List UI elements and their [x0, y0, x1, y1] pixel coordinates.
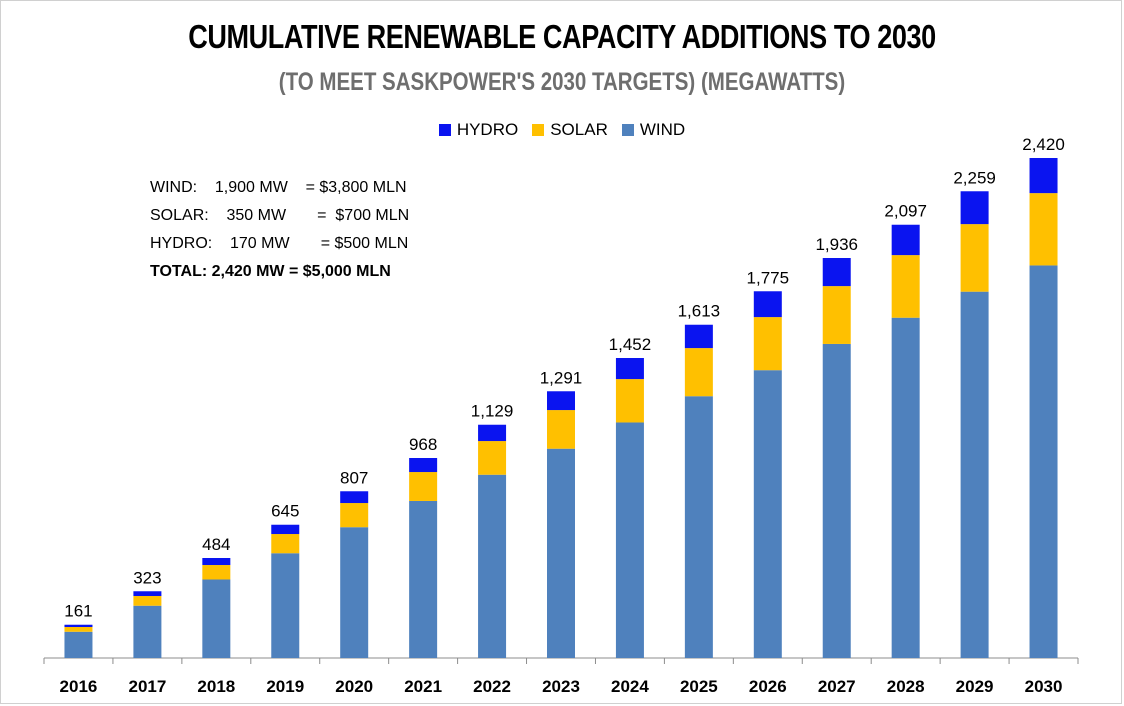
- bar-wind-2028: [891, 317, 920, 658]
- data-label-2024: 1,452: [609, 335, 652, 354]
- bar-solar-2018: [202, 565, 231, 580]
- bar-hydro-2028: [891, 224, 920, 256]
- legend-swatch-wind: [621, 124, 634, 136]
- data-label-2023: 1,291: [540, 368, 583, 387]
- data-label-2020: 807: [340, 468, 368, 487]
- x-tick-label-2026: 2026: [749, 677, 787, 696]
- note-solar: SOLAR: 350 MW = $700 MLN: [150, 207, 410, 224]
- legend-swatch-hydro: [438, 124, 451, 136]
- data-label-2027: 1,936: [815, 235, 858, 254]
- bar-wind-2023: [547, 448, 575, 658]
- bar-solar-2023: [547, 410, 575, 449]
- bar-solar-2021: [409, 472, 438, 501]
- data-label-2022: 1,129: [471, 402, 514, 421]
- bar-hydro-2030: [1029, 158, 1058, 194]
- bar-wind-2020: [340, 527, 369, 658]
- chart-legend: HYDRO SOLAR WIND: [0, 120, 1124, 140]
- data-label-2018: 484: [202, 535, 230, 554]
- bar-wind-2019: [271, 553, 300, 658]
- data-label-2029: 2,259: [953, 168, 996, 187]
- bar-hydro-2027: [822, 258, 851, 287]
- x-tick-label-2028: 2028: [887, 677, 925, 696]
- bar-hydro-2026: [753, 291, 782, 318]
- bar-solar-2030: [1029, 193, 1058, 266]
- bar-wind-2025: [684, 396, 713, 658]
- x-tick-label-2019: 2019: [266, 677, 304, 696]
- bar-solar-2029: [960, 224, 989, 292]
- x-tick-label-2016: 2016: [60, 677, 98, 696]
- legend-label-hydro: HYDRO: [456, 120, 519, 139]
- bar-hydro-2022: [478, 424, 507, 442]
- x-tick-label-2018: 2018: [197, 677, 235, 696]
- legend-label-solar: SOLAR: [550, 120, 608, 139]
- note-total: TOTAL: 2,420 MW = $5,000 MLN: [150, 263, 391, 280]
- bar-hydro-2018: [202, 558, 231, 566]
- cost-notes: WIND: 1,900 MW = $3,800 MLN SOLAR: 350 M…: [150, 174, 409, 286]
- legend-item-hydro: HYDRO: [438, 120, 519, 140]
- note-wind: WIND: 1,900 MW = $3,800 MLN: [150, 179, 407, 196]
- bar-wind-2024: [615, 422, 644, 658]
- bar-wind-2017: [133, 605, 162, 658]
- legend-label-wind: WIND: [639, 120, 686, 139]
- x-tick-label-2029: 2029: [956, 677, 994, 696]
- bar-hydro-2019: [271, 524, 300, 535]
- bar-solar-2025: [684, 348, 713, 397]
- bar-wind-2021: [409, 500, 438, 658]
- bar-hydro-2016: [64, 624, 93, 628]
- bar-solar-2026: [753, 317, 782, 371]
- data-label-2017: 323: [133, 568, 161, 587]
- bar-wind-2016: [64, 631, 93, 658]
- bar-solar-2016: [64, 627, 93, 632]
- bar-wind-2026: [753, 370, 782, 658]
- x-tick-label-2020: 2020: [335, 677, 373, 696]
- bar-wind-2022: [478, 474, 507, 658]
- data-label-2025: 1,613: [678, 302, 721, 321]
- bar-wind-2030: [1029, 265, 1058, 658]
- x-tick-label-2017: 2017: [128, 677, 166, 696]
- note-hydro: HYDRO: 170 MW = $500 MLN: [150, 235, 409, 252]
- x-tick-label-2030: 2030: [1025, 677, 1063, 696]
- bar-hydro-2020: [340, 491, 369, 504]
- x-tick-label-2023: 2023: [542, 677, 580, 696]
- bar-hydro-2023: [547, 391, 575, 411]
- x-tick-label-2024: 2024: [611, 677, 649, 696]
- bar-solar-2019: [271, 534, 300, 554]
- bar-solar-2017: [133, 596, 162, 606]
- bar-wind-2027: [822, 343, 851, 658]
- x-tick-label-2025: 2025: [680, 677, 718, 696]
- x-tick-label-2021: 2021: [404, 677, 442, 696]
- data-label-2021: 968: [409, 435, 437, 454]
- chart-subtitle: (TO MEET SASKPOWER'S 2030 TARGETS) (MEGA…: [278, 68, 846, 96]
- x-tick-label-2027: 2027: [818, 677, 856, 696]
- bar-hydro-2021: [409, 458, 438, 473]
- data-label-2019: 645: [271, 502, 299, 521]
- data-label-2030: 2,420: [1022, 135, 1065, 154]
- data-label-2028: 2,097: [884, 202, 927, 221]
- bar-solar-2028: [891, 255, 920, 318]
- data-label-2016: 161: [64, 602, 92, 621]
- data-label-2026: 1,775: [747, 268, 790, 287]
- bar-solar-2022: [478, 441, 507, 475]
- bar-wind-2018: [202, 579, 231, 658]
- bar-solar-2020: [340, 503, 369, 528]
- legend-swatch-solar: [532, 124, 545, 136]
- bar-hydro-2025: [684, 324, 713, 349]
- legend-item-solar: SOLAR: [532, 120, 608, 140]
- legend-item-wind: WIND: [621, 120, 686, 140]
- bar-wind-2029: [960, 291, 989, 658]
- x-tick-label-2022: 2022: [473, 677, 511, 696]
- bar-solar-2027: [822, 286, 851, 344]
- bar-hydro-2024: [615, 358, 644, 380]
- bar-solar-2024: [615, 379, 644, 423]
- bar-hydro-2017: [133, 591, 162, 597]
- chart-title: CUMULATIVE RENEWABLE CAPACITY ADDITIONS …: [188, 18, 936, 55]
- bar-hydro-2029: [960, 191, 989, 225]
